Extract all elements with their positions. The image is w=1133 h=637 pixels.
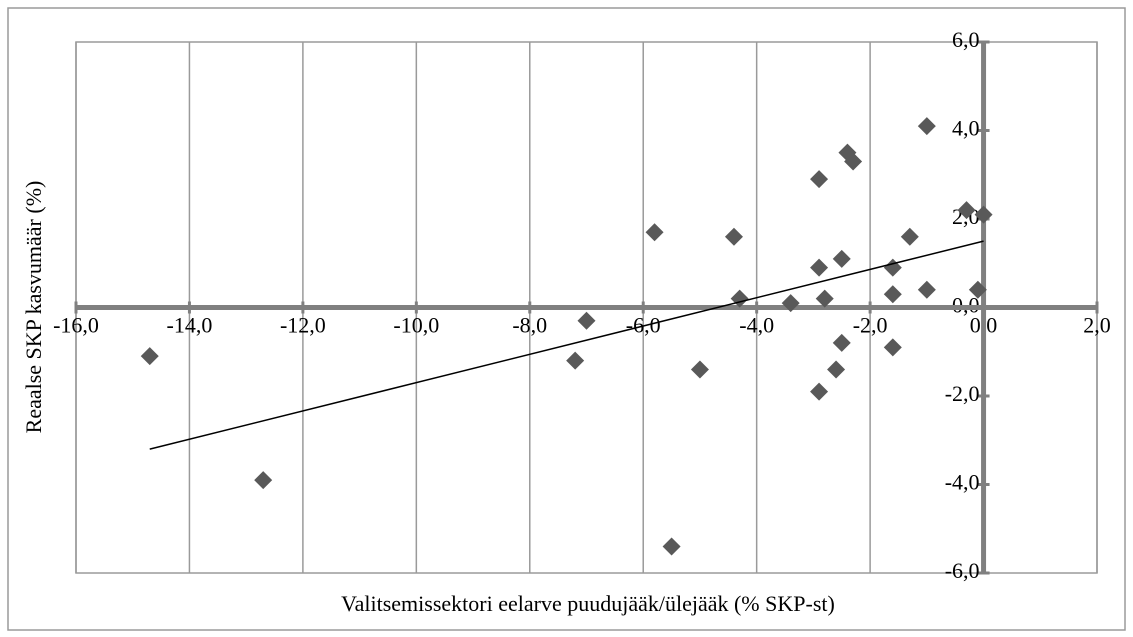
point: [781, 294, 800, 313]
point: [883, 338, 902, 357]
point: [810, 170, 829, 189]
point: [900, 227, 919, 246]
point: [844, 152, 863, 171]
point: [968, 280, 987, 299]
point: [917, 280, 936, 299]
point: [724, 227, 743, 246]
point: [917, 117, 936, 136]
point: [645, 223, 664, 242]
x-axis-title: Valitsemissektori eelarve puudujääk/ülej…: [341, 591, 835, 616]
y-tick-label: -2,0: [945, 381, 980, 406]
point: [662, 537, 681, 556]
point: [815, 289, 834, 308]
point: [957, 201, 976, 220]
point: [832, 333, 851, 352]
y-tick-label: -4,0: [945, 470, 980, 495]
x-tick-label: -10,0: [393, 313, 439, 338]
x-tick-label: -6,0: [626, 313, 661, 338]
point: [832, 249, 851, 268]
x-tick-label: 2,0: [1083, 313, 1111, 338]
x-tick-label: -4,0: [739, 313, 774, 338]
x-tick-label: -16,0: [53, 313, 99, 338]
trendline: [149, 240, 984, 450]
y-axis-title: Reaalse SKP kasvumäär (%): [21, 181, 46, 434]
x-tick-label: -2,0: [853, 313, 888, 338]
point: [140, 347, 159, 366]
x-tick-label: -8,0: [512, 313, 547, 338]
y-tick-label: 4,0: [952, 116, 980, 141]
point: [566, 351, 585, 370]
y-tick-label: 6,0: [952, 27, 980, 52]
point: [577, 311, 596, 330]
point: [690, 360, 709, 379]
x-tick-label: -12,0: [280, 313, 326, 338]
point: [810, 382, 829, 401]
x-tick-label: -14,0: [167, 313, 213, 338]
y-tick-label: -6,0: [945, 558, 980, 583]
point: [974, 205, 993, 224]
point: [254, 471, 273, 490]
point: [810, 258, 829, 277]
chart-frame: [7, 7, 1126, 631]
point: [827, 360, 846, 379]
point: [883, 285, 902, 304]
